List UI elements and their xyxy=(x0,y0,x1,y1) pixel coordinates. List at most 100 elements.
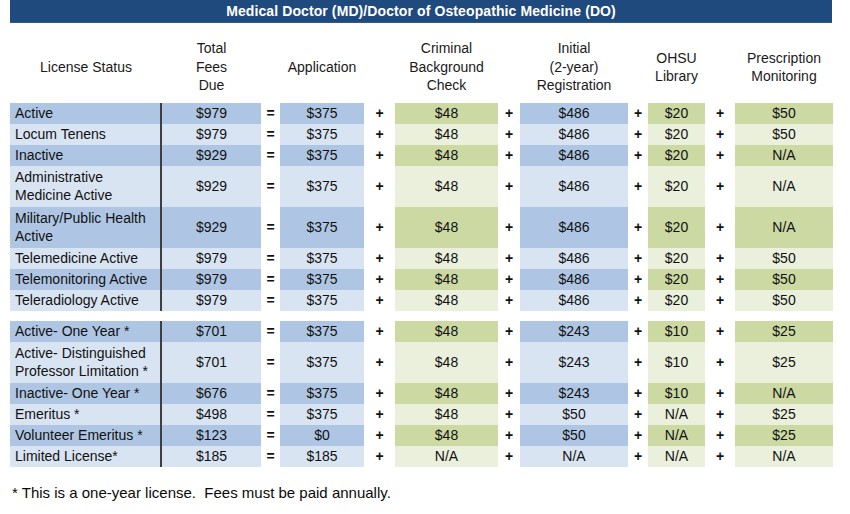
fee-row: Locum Tenens$979=$375+$48+$486+$20+$50 xyxy=(10,124,833,145)
cell-application: $375 xyxy=(280,321,364,342)
fee-row: Administrative Medicine Active$929=$375+… xyxy=(10,166,833,207)
cell-license-status: Active xyxy=(10,103,162,124)
equals-operator: = xyxy=(261,248,280,269)
equals-operator: = xyxy=(261,290,280,311)
cell-license-status: Inactive- One Year * xyxy=(10,383,162,404)
cell-initial-registration: $243 xyxy=(520,383,628,404)
cell-prescription-monitoring: N/A xyxy=(735,166,833,207)
plus-operator: + xyxy=(705,124,735,145)
plus-operator: + xyxy=(705,166,735,207)
plus-operator: + xyxy=(364,166,395,207)
cell-prescription-monitoring: N/A xyxy=(735,383,833,404)
table-title-bar: Medical Doctor (MD)/Doctor of Osteopathi… xyxy=(10,0,832,23)
plus-operator: + xyxy=(705,145,735,166)
cell-initial-registration: $486 xyxy=(520,269,628,290)
plus-operator: + xyxy=(705,342,735,383)
plus-operator: + xyxy=(628,404,648,425)
plus-operator: + xyxy=(364,124,395,145)
plus-operator: + xyxy=(705,269,735,290)
equals-operator: = xyxy=(261,166,280,207)
plus-operator: + xyxy=(705,290,735,311)
plus-operator: + xyxy=(364,207,395,248)
plus-operator: + xyxy=(498,383,520,404)
cell-ohsu-library: $20 xyxy=(648,103,705,124)
cell-criminal-background-check: $48 xyxy=(395,342,498,383)
cell-prescription-monitoring: $25 xyxy=(735,342,833,383)
cell-ohsu-library: $10 xyxy=(648,342,705,383)
plus-operator: + xyxy=(498,404,520,425)
cell-license-status: Active- One Year * xyxy=(10,321,162,342)
cell-prescription-monitoring: N/A xyxy=(735,207,833,248)
fee-row: Active- One Year *$701=$375+$48+$243+$10… xyxy=(10,321,833,342)
cell-prescription-monitoring: N/A xyxy=(735,145,833,166)
cell-application: $375 xyxy=(280,404,364,425)
cell-criminal-background-check: $48 xyxy=(395,166,498,207)
plus-operator: + xyxy=(498,290,520,311)
column-header-criminal-background-check: Criminal Background Check xyxy=(395,33,498,101)
fee-row: Teleradiology Active$979=$375+$48+$486+$… xyxy=(10,290,833,311)
cell-ohsu-library: $10 xyxy=(648,321,705,342)
cell-initial-registration: $243 xyxy=(520,342,628,383)
cell-ohsu-library: $20 xyxy=(648,166,705,207)
header-gap xyxy=(261,33,280,101)
cell-prescription-monitoring: $25 xyxy=(735,321,833,342)
cell-total-fees-due: $979 xyxy=(162,248,261,269)
equals-operator: = xyxy=(261,321,280,342)
cell-total-fees-due: $701 xyxy=(162,342,261,383)
cell-criminal-background-check: N/A xyxy=(395,446,498,467)
plus-operator: + xyxy=(364,383,395,404)
plus-operator: + xyxy=(628,103,648,124)
plus-operator: + xyxy=(628,207,648,248)
cell-prescription-monitoring: $50 xyxy=(735,124,833,145)
header-gap xyxy=(705,33,735,101)
plus-operator: + xyxy=(498,124,520,145)
cell-ohsu-library: $20 xyxy=(648,124,705,145)
cell-license-status: Telemonitoring Active xyxy=(10,269,162,290)
cell-license-status: Inactive xyxy=(10,145,162,166)
row-group: Active- One Year *$701=$375+$48+$243+$10… xyxy=(10,321,833,467)
equals-operator: = xyxy=(261,404,280,425)
cell-ohsu-library: $20 xyxy=(648,290,705,311)
plus-operator: + xyxy=(705,321,735,342)
cell-prescription-monitoring: $50 xyxy=(735,248,833,269)
plus-operator: + xyxy=(498,103,520,124)
cell-application: $375 xyxy=(280,207,364,248)
plus-operator: + xyxy=(705,425,735,446)
cell-total-fees-due: $701 xyxy=(162,321,261,342)
cell-application: $375 xyxy=(280,383,364,404)
equals-operator: = xyxy=(261,207,280,248)
fee-row: Active- Distinguished Professor Limitati… xyxy=(10,342,833,383)
cell-ohsu-library: $20 xyxy=(648,248,705,269)
cell-ohsu-library: N/A xyxy=(648,446,705,467)
cell-criminal-background-check: $48 xyxy=(395,425,498,446)
plus-operator: + xyxy=(628,321,648,342)
cell-application: $375 xyxy=(280,103,364,124)
plus-operator: + xyxy=(364,290,395,311)
cell-application: $375 xyxy=(280,145,364,166)
cell-total-fees-due: $929 xyxy=(162,145,261,166)
fee-row: Active$979=$375+$48+$486+$20+$50 xyxy=(10,103,833,124)
fee-row: Emeritus *$498=$375+$48+$50+N/A+$25 xyxy=(10,404,833,425)
cell-license-status: Limited License* xyxy=(10,446,162,467)
plus-operator: + xyxy=(498,269,520,290)
plus-operator: + xyxy=(628,269,648,290)
cell-criminal-background-check: $48 xyxy=(395,103,498,124)
plus-operator: + xyxy=(364,269,395,290)
fee-schedule-page: Medical Doctor (MD)/Doctor of Osteopathi… xyxy=(0,0,850,514)
plus-operator: + xyxy=(705,103,735,124)
cell-ohsu-library: $20 xyxy=(648,207,705,248)
footnote: * This is a one-year license. Fees must … xyxy=(12,484,391,501)
equals-operator: = xyxy=(261,124,280,145)
cell-total-fees-due: $676 xyxy=(162,383,261,404)
cell-criminal-background-check: $48 xyxy=(395,404,498,425)
cell-license-status: Emeritus * xyxy=(10,404,162,425)
column-header-prescription-monitoring: Prescription Monitoring xyxy=(735,33,833,101)
plus-operator: + xyxy=(705,404,735,425)
cell-initial-registration: $50 xyxy=(520,404,628,425)
fee-row: Volunteer Emeritus *$123=$0+$48+$50+N/A+… xyxy=(10,425,833,446)
equals-operator: = xyxy=(261,145,280,166)
cell-criminal-background-check: $48 xyxy=(395,290,498,311)
plus-operator: + xyxy=(498,207,520,248)
equals-operator: = xyxy=(261,425,280,446)
cell-total-fees-due: $185 xyxy=(162,446,261,467)
